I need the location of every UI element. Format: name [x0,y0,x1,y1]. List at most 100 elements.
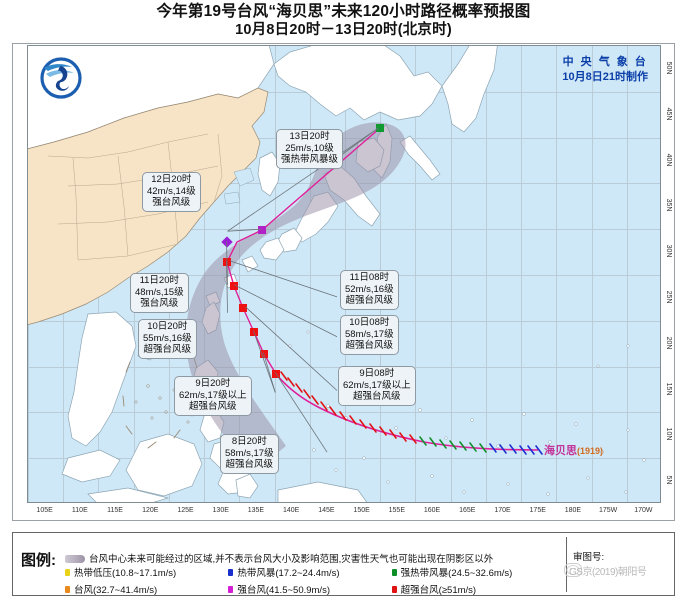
latitude-tick: 20N [665,336,672,350]
gridline-vertical [556,46,557,502]
callout-11-08: 11日08时 52m/s,16级 超强台风级 [340,270,399,310]
permit-label: 审图号: [573,552,605,563]
storm-name-text: 海贝思 [544,445,577,457]
legend-panel: 图例: 台风中心未来可能经过的区域,并不表示台风大小及影响范围,灾害性天气也可能… [12,532,675,596]
callout-12-20: 12日20时 42m/s,14级 强台风级 [142,172,201,212]
longitude-tick: 125E [177,507,194,514]
callout-category: 超强台风级 [189,401,237,412]
org-date: 10月8日21时制作 [562,71,648,83]
longitude-axis: 105E 110E 115E 120E 125E 130E 135E 140E 145E 150E… [27,504,661,521]
legend-item-label: 热带风暴(17.2~24.4m/s) [237,568,340,579]
latitude-tick: 15N [665,382,672,395]
legend-item-label: 台风(32.7~41.4m/s) [74,585,158,596]
callout-wind: 58m/s,17级 [225,447,274,459]
legend-cone-row: 台风中心未来可能经过的区域,并不表示台风大小及影响范围,灾害性天气也可能出现在阴… [65,551,493,565]
longitude-tick: 180E [564,507,582,514]
latitude-tick: 35N [665,198,672,212]
latitude-tick: 50N [665,61,672,75]
longitude-tick: 155E [388,507,406,514]
callout-category: 超强台风级 [143,344,192,355]
legend-intensity-icon [391,568,397,576]
callout-category: 强热带风暴级 [281,154,339,165]
gridline-horizontal [28,458,660,459]
callout-time: 10日08时 [349,317,390,328]
issuing-org: 中 央 气 象 台 10月8日21时制作 [562,55,648,85]
callout-category: 强台风级 [140,298,179,309]
legend-item: 超强台风(≥51m/s) [391,582,555,596]
legend-intensity-icon [228,585,234,593]
gridline-vertical [451,46,452,502]
legend-title: 图例: [21,552,56,569]
gridline-horizontal [28,412,660,413]
callout-time: 9日20时 [195,378,231,389]
callout-time: 11日08时 [349,272,389,283]
callout-time: 9日08时 [359,368,395,379]
legend-items: 热带低压(10.8~17.1m/s) 热带风暴(17.2~24.4m/s) 强热带风… [65,565,555,596]
gridline-vertical [627,46,628,502]
callout-13-20: 13日20时 25m/s,10级 强热带风暴级 [276,129,344,169]
callout-wind: 42m/s,14级 [147,185,196,197]
legend-item-label: 超强台风(≥51m/s) [400,585,477,596]
longitude-tick: 105E [36,507,53,514]
callout-category: 超强台风级 [225,459,274,470]
storm-id-text: (1919) [577,446,604,456]
callout-wind: 52m/s,16级 [345,283,394,295]
callout-09-08: 9日08时 62m/s,17级以上 超强台风级 [338,366,416,406]
latitude-tick: 30N [665,244,672,258]
title-line-2: 10月8日20时－13日20时(北京时) [235,22,452,38]
latitude-tick: 10N [665,427,672,441]
callout-time: 12日20时 [151,174,192,185]
longitude-tick: 165E [459,507,476,514]
latitude-tick: 5N [665,475,672,485]
callout-wind: 62m/s,17级以上 [179,389,247,401]
longitude-tick: 175E [529,507,546,514]
longitude-tick: 175W [599,507,618,514]
longitude-tick: 115E [107,507,123,514]
callout-wind: 25m/s,10级 [285,142,334,154]
legend-intensity-icon [65,585,70,593]
gridline-vertical [521,46,522,502]
map-canvas[interactable]: .ln{fill:#ffffff;stroke:#8ea6b4;stroke-w… [27,45,661,503]
callout-time: 11日20时 [139,275,179,286]
callout-category: 超强台风级 [353,391,401,402]
page-title: 今年第19号台风“海贝思”未来120小时路径概率预报图 10月8日20时－13日… [0,2,687,40]
legend-item: 强台风(41.5~50.9m/s) [228,582,391,596]
latitude-axis: 5N 10N 15N 20N 25N 30N 35N 40N 45N 50N [662,45,676,503]
cma-logo-icon [40,57,82,99]
longitude-tick: 150E [353,507,370,514]
callout-category: 强台风级 [152,197,191,208]
callout-10-08: 10日08时 58m/s,17级 超强台风级 [340,315,399,355]
longitude-tick: 135E [247,507,265,514]
callout-wind: 58m/s,17级 [345,328,394,340]
callout-11-20: 11日20时 48m/s,15级 强台风级 [130,273,189,313]
org-name: 中 央 气 象 台 [562,56,648,68]
legend-item-label: 强台风(41.5~50.9m/s) [237,585,330,596]
legend-cone-text: 台风中心未来可能经过的区域,并不表示台风大小及影响范围,灾害性天气也可能出现在阴… [89,554,494,565]
legend-item-label: 热带低压(10.8~17.1m/s) [74,568,177,579]
longitude-tick: 120E [142,507,159,514]
callout-time: 10日20时 [147,321,188,332]
permit-watermark: GS京(2019)朝阳号 [569,567,647,578]
latitude-tick: 40N [665,153,672,166]
storm-name-label: 海贝思(1919) [544,442,603,458]
callout-time: 8日20时 [231,436,267,447]
legend-intensity-icon [65,568,70,576]
callout-10-20: 10日20时 55m/s,16级 超强台风级 [138,319,197,359]
longitude-tick: 170W [634,507,653,514]
legend-item: 台风(32.7~41.4m/s) [65,582,228,596]
gridline-vertical [415,46,416,502]
latitude-tick: 25N [665,290,672,304]
longitude-tick: 145E [318,507,335,514]
legend-intensity-icon [228,568,234,576]
legend-intensity-icon [391,585,397,593]
latitude-tick: 45N [665,107,672,121]
cone-swatch-icon [65,555,85,564]
callout-time: 13日20时 [289,131,330,142]
title-line-1: 今年第19号台风“海贝思”未来120小时路径概率预报图 [156,3,531,20]
gridline-vertical [486,46,487,502]
callout-category: 超强台风级 [345,340,394,351]
longitude-tick: 110E [71,507,88,514]
legend-item: 热带风暴(17.2~24.4m/s) [228,565,391,579]
longitude-tick: 130E [212,507,229,514]
longitude-tick: 140E [282,507,300,514]
